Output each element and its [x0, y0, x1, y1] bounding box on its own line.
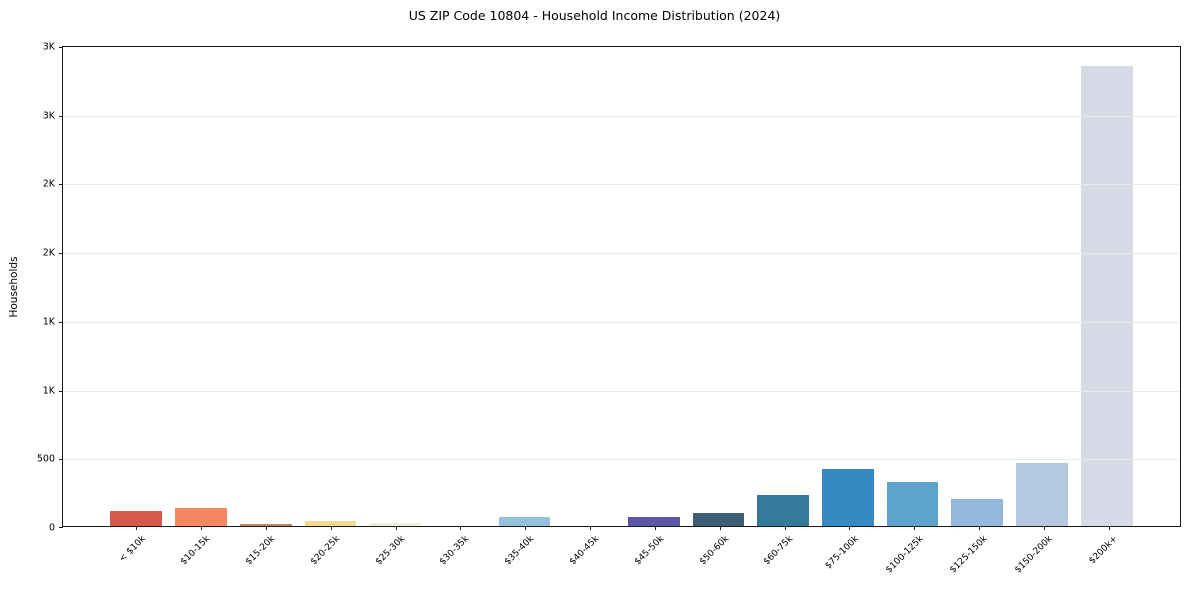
- x-tick-mark: [460, 526, 462, 530]
- bar-slot: [816, 47, 881, 526]
- bar-200k: [1080, 65, 1133, 526]
- x-tick-mark: [719, 526, 721, 530]
- x-tick-label: $20-25k: [308, 534, 342, 568]
- y-tick-mark: [59, 115, 63, 117]
- x-tick-label: $125-150k: [948, 534, 991, 576]
- chart-title: US ZIP Code 10804 - Household Income Dis…: [408, 8, 781, 23]
- y-tick-label: 3K: [42, 41, 55, 53]
- bar-slot: [880, 47, 945, 526]
- y-axis-label: Households: [8, 256, 20, 318]
- x-tick-mark: [590, 526, 592, 530]
- bar-125-150k: [951, 498, 1004, 526]
- x-tick-label: $200k+: [1087, 534, 1120, 567]
- y-tick-mark: [59, 321, 63, 323]
- y-tick-mark: [59, 527, 63, 528]
- bar-slot: [1010, 47, 1075, 526]
- y-tick-label: 3K: [42, 110, 55, 122]
- y-tick-label: 2K: [42, 247, 55, 259]
- x-tick-label: $45-50k: [632, 534, 666, 568]
- bar-row: [63, 47, 1180, 526]
- x-tick-label: < $10k: [117, 534, 148, 565]
- bar-75-100k: [822, 468, 874, 526]
- x-tick-label: $40-45k: [567, 534, 602, 568]
- y-tick-label: 1K: [42, 316, 55, 328]
- bar-slot: [945, 47, 1010, 526]
- x-tick-label: $35-40k: [503, 534, 537, 568]
- bar-slot: [1074, 47, 1139, 526]
- x-tick-label: $150-200k: [1013, 534, 1055, 576]
- bar-slot: [427, 47, 492, 526]
- gridline: [63, 115, 1180, 117]
- bar-60-75k: [757, 495, 810, 526]
- bar-100-125k: [886, 482, 939, 526]
- x-tick-mark: [1043, 526, 1045, 530]
- bar-20-25k: [304, 520, 357, 526]
- x-tick-label: $10-15k: [178, 534, 213, 568]
- x-tick-label: $50-60k: [697, 534, 731, 568]
- x-tick-label: $25-30k: [373, 534, 407, 568]
- gridline: [63, 459, 1180, 461]
- x-tick-mark: [654, 526, 656, 530]
- bar-slot: [492, 47, 557, 526]
- bar-slot: [686, 47, 751, 526]
- y-tick-mark: [59, 459, 63, 461]
- y-tick-label: 0: [48, 522, 55, 534]
- x-tick-label: $15-20k: [243, 534, 278, 568]
- x-tick-mark: [784, 526, 786, 530]
- y-tick-label: 2K: [42, 178, 55, 190]
- x-tick-mark: [525, 526, 527, 530]
- x-tick-mark: [849, 526, 851, 530]
- bar-slot: [233, 47, 298, 526]
- bar-slot: [169, 47, 234, 526]
- gridline: [63, 184, 1180, 186]
- x-tick-mark: [330, 526, 332, 530]
- y-tick-label: 1K: [42, 385, 55, 397]
- x-tick-mark: [266, 526, 268, 530]
- x-tick-label: $75-100k: [823, 534, 861, 572]
- gridline: [63, 390, 1180, 392]
- bar-35-40k: [498, 516, 551, 526]
- x-tick-label: $60-75k: [762, 534, 796, 568]
- x-tick-mark: [978, 526, 980, 530]
- plot-area: 0 500 1K 1K 2K 2K 3K 3K < $10k $10-15k $15-20k $20-…: [37, 42, 1181, 575]
- bar-25-30k: [369, 522, 421, 526]
- y-tick-mark: [59, 390, 63, 392]
- bar-slot: [557, 47, 622, 526]
- bar-slot: [298, 47, 363, 526]
- x-tick-label: $30-35k: [438, 534, 472, 568]
- bar-10k: [110, 510, 163, 526]
- bar-50-60k: [692, 513, 745, 526]
- bar-slot: [363, 47, 428, 526]
- bar-slot: [104, 47, 169, 526]
- bar-slot: [622, 47, 687, 526]
- y-tick-mark: [59, 253, 63, 255]
- y-tick-label: 500: [36, 453, 55, 465]
- gridline: [63, 253, 1180, 255]
- y-tick-mark: [59, 47, 63, 48]
- x-tick-mark: [395, 526, 397, 530]
- bar-10-15k: [175, 508, 227, 526]
- x-tick-label: $100-125k: [883, 534, 926, 576]
- y-tick-mark: [59, 184, 63, 186]
- x-tick-mark: [1108, 526, 1110, 530]
- gridline: [63, 321, 1180, 323]
- bar-150-200k: [1016, 462, 1068, 526]
- x-tick-mark: [201, 526, 203, 530]
- bar-15-20k: [239, 524, 292, 526]
- bar-slot: [751, 47, 816, 526]
- x-tick-mark: [914, 526, 916, 530]
- x-tick-mark: [136, 526, 138, 530]
- bar-45-50k: [627, 517, 680, 526]
